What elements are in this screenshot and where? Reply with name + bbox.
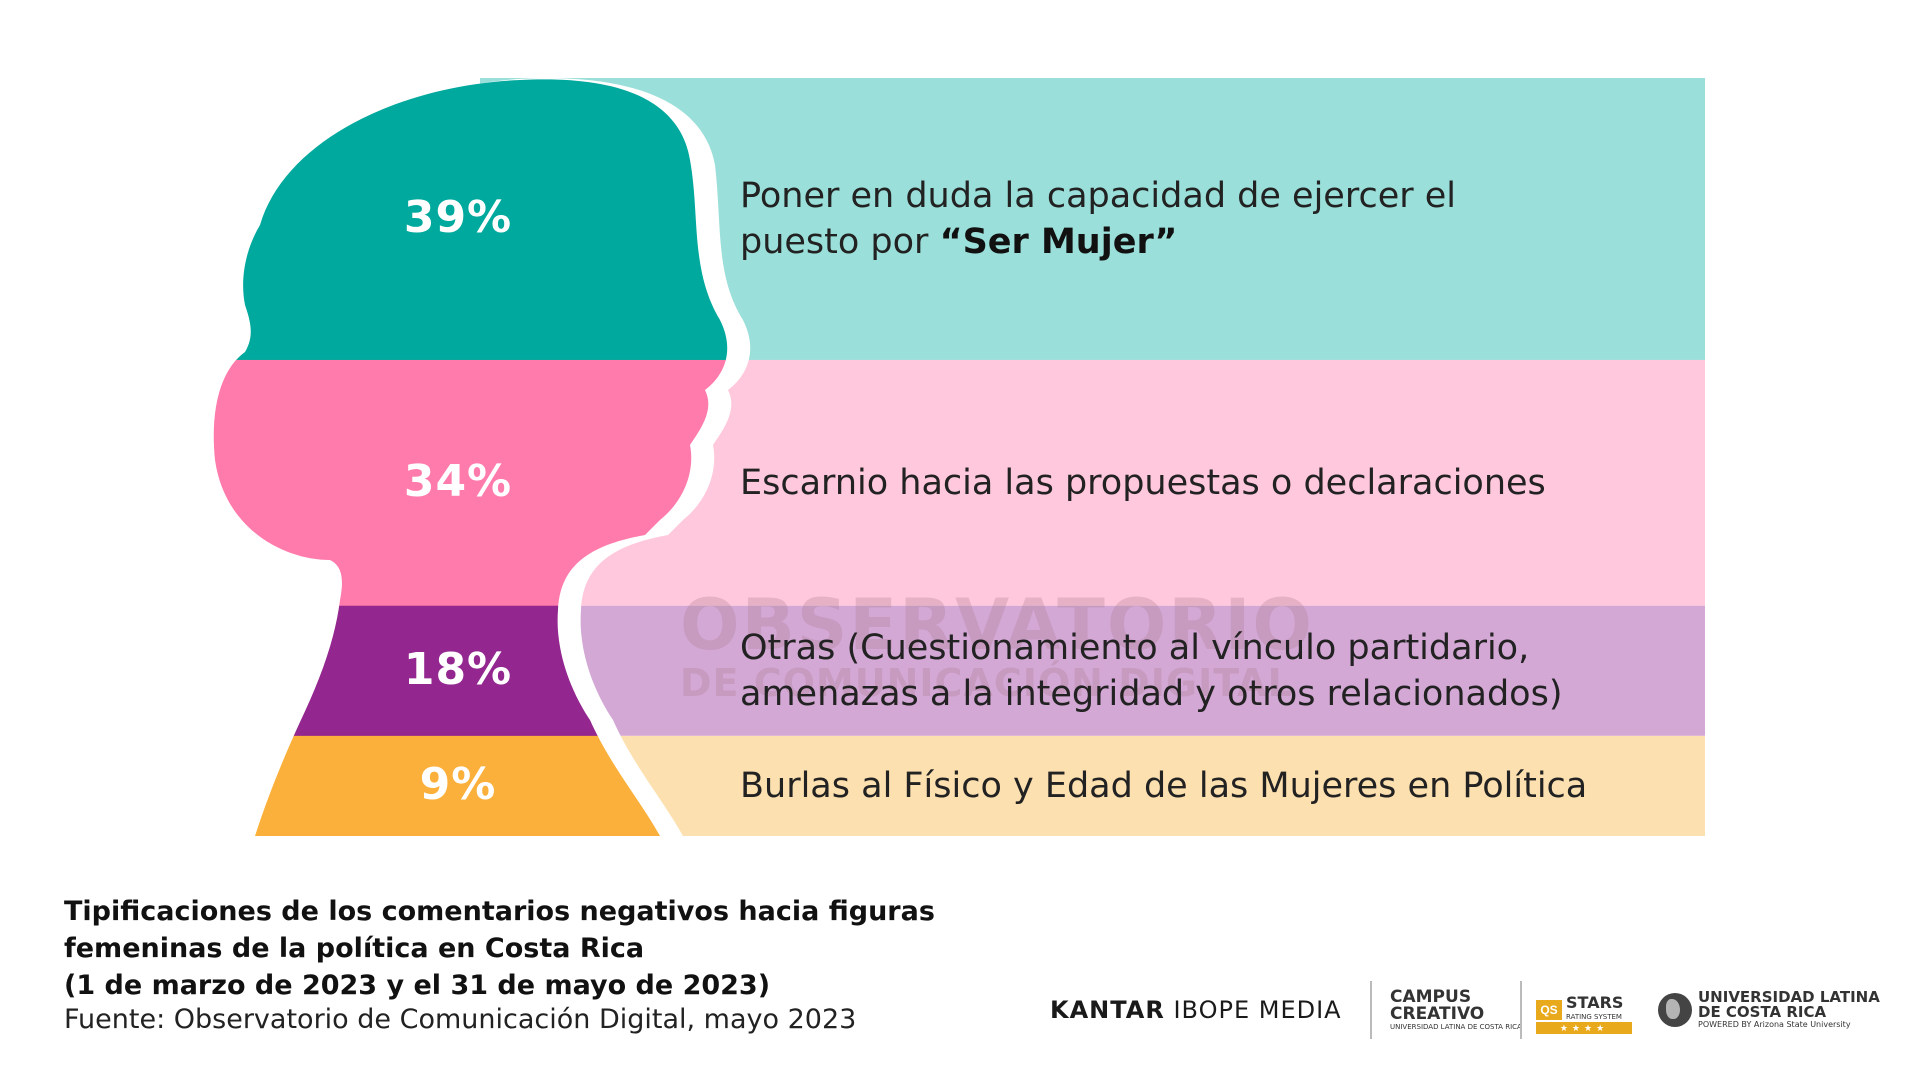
value-label-3: 18% [403,643,513,695]
stars-small: RATING SYSTEM [1566,1013,1622,1021]
campus-line2: CREATIVO [1390,1004,1485,1024]
logos: KANTAR IBOPE MEDIA CAMPUS CREATIVO UNIVE… [1050,975,1880,1045]
campus-line1: CAMPUS [1390,987,1472,1007]
globe-icon [1658,993,1692,1027]
campus-small: UNIVERSIDAD LATINA DE COSTA RICA [1390,1023,1522,1031]
stars-label: STARS [1566,993,1624,1012]
caption-line-1: Tipificaciones de los comentarios negati… [64,896,935,927]
ulatina-small: POWERED BY Arizona State University [1698,1020,1851,1029]
value-label-1: 39% [403,191,513,243]
kantar-logo: KANTAR IBOPE MEDIA [1050,975,1342,1045]
kantar-bold: KANTAR [1050,996,1165,1024]
category-label-4: Burlas al Físico y Edad de las Mujeres e… [740,765,1588,806]
category-bar-4 [480,735,1705,836]
watermark-line1: OBSERVATORIO [680,584,1314,666]
caption-line-2: femeninas de la política en Costa Rica [64,933,645,964]
watermark: OBSERVATORIO DE COMUNICACIÓN DIGITAL [680,590,1320,702]
ulatina-line1: UNIVERSIDAD LATINA [1698,988,1880,1006]
ulatina-logo: UNIVERSIDAD LATINA DE COSTA RICA POWERED… [1658,975,1880,1045]
kantar-light: IBOPE MEDIA [1173,996,1342,1024]
campus-creativo-logo: CAMPUS CREATIVO UNIVERSIDAD LATINA DE CO… [1390,975,1522,1045]
ulatina-line2: DE COSTA RICA [1698,1003,1827,1021]
value-label-2: 34% [403,455,513,507]
category-label-1: Poner en duda la capacidad de ejercer el… [740,175,1456,262]
emphasis-text: “Ser Mujer” [939,221,1178,262]
category-label-3: Otras (Cuestionamiento al vínculo partid… [740,627,1563,714]
stars-rating-bar: ★★★★ [1536,1022,1632,1034]
watermark-line2: DE COMUNICACIÓN DIGITAL [680,661,1293,705]
chart [213,78,1705,836]
logo-divider [1370,981,1372,1039]
qs-badge: QS [1536,1000,1562,1020]
caption-line-3: (1 de marzo de 2023 y el 31 de mayo de 2… [64,970,771,1001]
qs-stars-logo: QS STARS RATING SYSTEM ★★★★ [1536,975,1632,1045]
source-note: Fuente: Observatorio de Comunicación Dig… [64,1004,857,1035]
value-label-4: 9% [419,758,497,810]
logo-divider [1520,981,1522,1039]
chart-caption: Tipificaciones de los comentarios negati… [64,893,964,1004]
category-label-2: Escarnio hacia las propuestas o declarac… [740,462,1546,503]
category-bar-3 [480,605,1705,736]
